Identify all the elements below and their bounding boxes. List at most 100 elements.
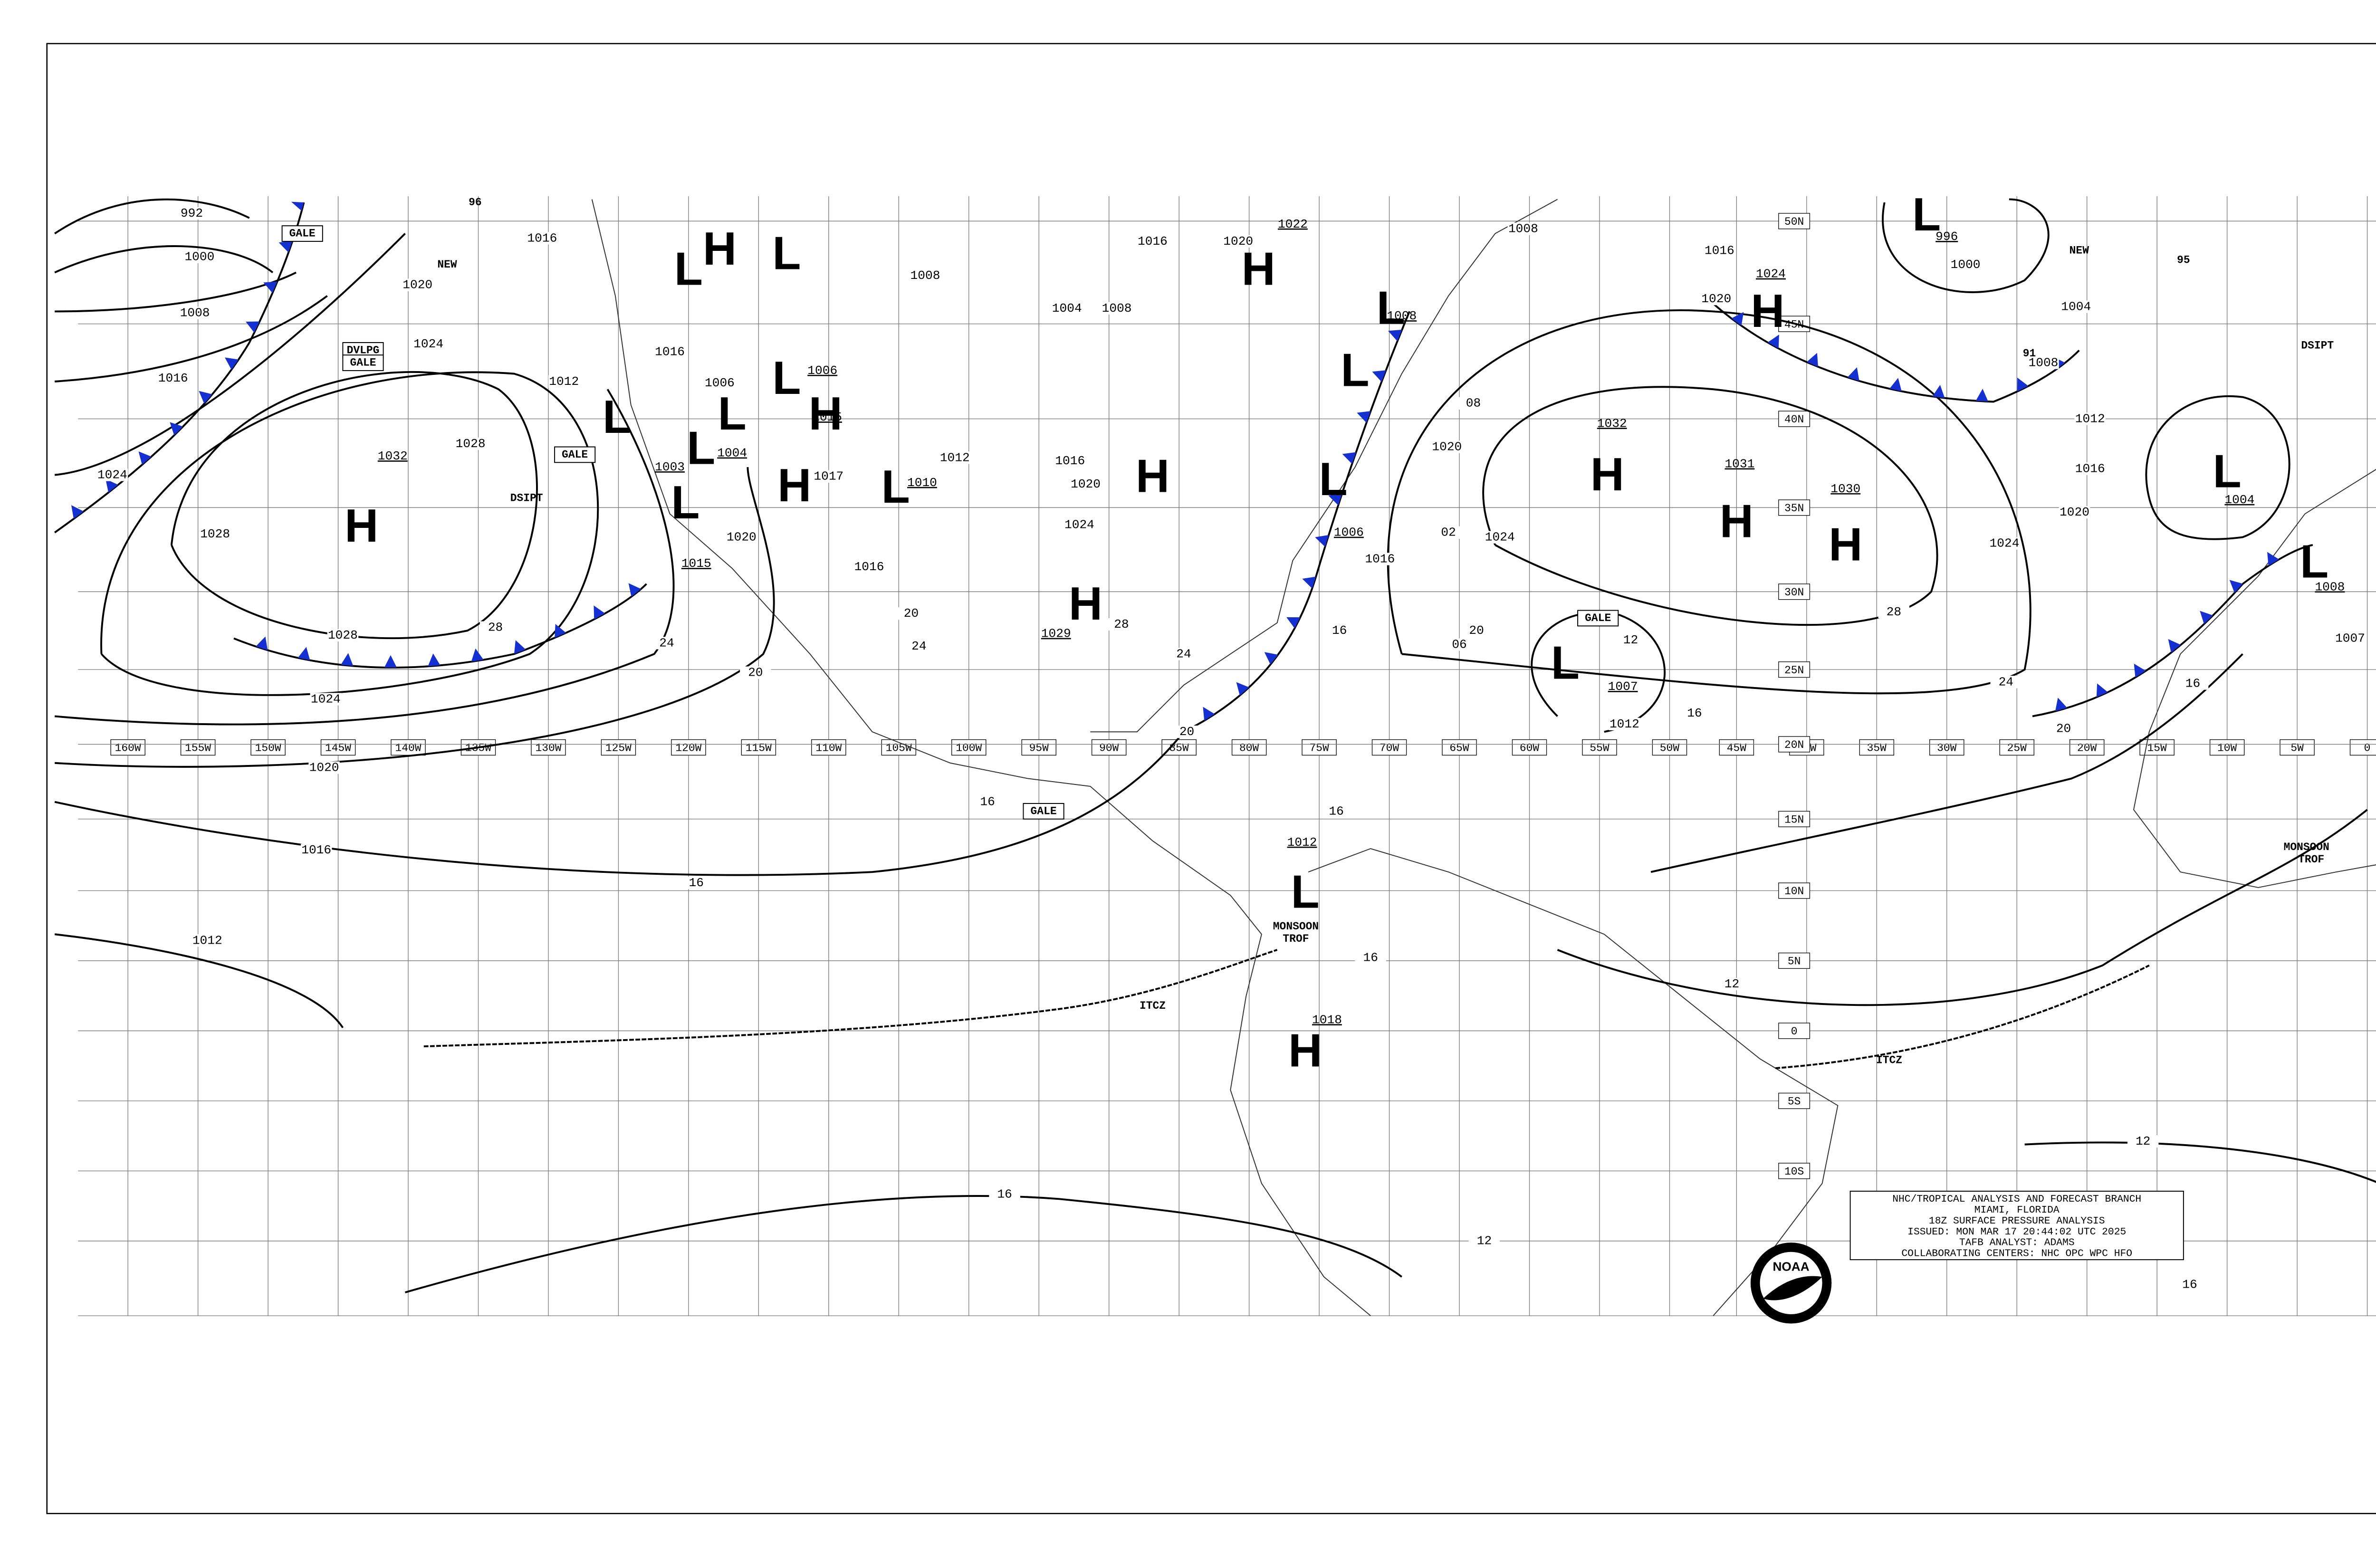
pressure-center-value: 1015 [812,410,842,424]
lon-label-box [1582,739,1617,756]
front-symbol [471,648,484,662]
lon-label-box [250,739,286,756]
isobar-label-bg [199,527,231,541]
pressure-center-value: 1010 [907,476,937,490]
isobar-label: 1016 [1138,234,1168,249]
itcz [423,949,1278,1048]
fronts [54,201,2313,1070]
front-symbol [263,281,278,293]
lon-label-box [1999,739,2034,756]
lat-label: 15N [1784,813,1804,826]
isobar-label: 02 [1441,526,1456,540]
isobar-label-bg [726,531,757,544]
isobar-label: 1012 [192,933,222,947]
annotation: GALE [1031,805,1057,817]
isobar-label: 1008 [910,268,940,283]
isobar-label-bg [1137,235,1169,248]
front-symbol [225,357,239,370]
info-box-text: NHC/TROPICAL ANALYSIS AND FORECAST BRANC… [1892,1194,2141,1260]
isobar-label: 1004 [2061,300,2091,314]
lat-label-box [1778,736,1811,753]
isobar-label: 1020 [1432,440,1462,454]
annotation: TROF [2298,853,2324,866]
isobar-label-bg [308,761,340,774]
lon-label-box [1021,739,1056,756]
lon-label: 45W [1727,742,1747,755]
lon-label-box [2280,739,2315,756]
isobar-label: 12 [1477,1234,1492,1248]
lon-label: 10W [2217,742,2237,755]
lon-label-box [951,739,987,756]
annotation: NEW [437,258,457,271]
isobar-label-bg [1457,397,1489,410]
lon-label-box [531,739,566,756]
isobar-label-bg [2127,1135,2159,1148]
isobar-label: 1024 [413,337,443,351]
gale-box [342,354,384,371]
isobar-label-bg [1484,531,1516,544]
isobar-label-bg [455,437,486,450]
lon-label: 120W [675,742,701,755]
lat-label: 30N [1784,586,1804,599]
lon-label: 130W [535,742,561,755]
pressure-center-symbol: L [718,387,747,440]
isobar-label: 1008 [180,306,210,320]
lon-label-box [1929,739,1964,756]
isobar-label: 28 [1887,605,1901,619]
front-symbol [1203,707,1215,721]
isobar-label: 1024 [97,468,127,482]
lat-label-box [1778,1163,1811,1179]
pressure-center-value: 1003 [655,460,685,474]
lat-label-box [1778,1092,1811,1109]
isobar-label: 16 [2185,677,2200,691]
front-symbol [1388,329,1402,342]
lat-label-box [1778,499,1811,516]
front-symbol [1767,335,1779,349]
front-symbol [1328,493,1342,506]
pressure-center-symbol: H [703,222,737,275]
annotation: 96 [469,196,482,209]
lat-label-box [1778,811,1811,827]
pressure-center-value: 1006 [807,363,837,378]
isobar-label-bg [157,372,189,385]
isobar-label-bg [1054,454,1086,468]
lon-label: 60W [1520,742,1540,755]
isobar-label-bg [1507,222,1539,235]
front-symbol [628,583,642,597]
isobar-label: 1028 [200,527,230,541]
isobar-label: 1006 [705,376,735,390]
isobar-label: 20 [2056,722,2071,736]
lon-label-box [1371,739,1407,756]
lon-label: 75W [1309,742,1329,755]
isobar-label: 1012 [549,374,579,389]
isobar-label-bg [654,345,686,358]
front-symbol [1315,535,1329,547]
isobar-label-bg [910,269,941,282]
isobar-label: 1016 [854,560,884,574]
pressure-center-value: 1022 [1278,217,1308,231]
lat-label-box [1778,1023,1811,1039]
isobar-label: 12 [1725,977,1739,991]
front-symbol [1264,652,1278,665]
isobar-label-bg [1615,633,1647,646]
front-symbol [1286,617,1301,629]
isobar-label: 16 [2182,1277,2197,1291]
isobar [55,295,328,382]
front-symbol [1236,682,1249,696]
lon-label-box [1652,739,1687,756]
front-symbol [246,321,260,333]
isobar-label-bg [1431,440,1463,453]
gale-box [1577,610,1619,627]
isobar [54,198,250,235]
pressure-center-symbol: H [1751,285,1784,337]
isobar-label-bg [1468,1234,1500,1247]
pressure-center-symbol: L [1319,453,1348,505]
lon-label: 70W [1380,742,1399,755]
pressure-center-value: 1006 [1334,526,1364,540]
isobar-label: 1028 [328,628,358,642]
info-line: 18Z SURFACE PRESSURE ANALYSIS [1929,1215,2105,1227]
isobar-label-bg [2174,1278,2205,1291]
front-symbol [1889,378,1902,392]
lon-label: 105W [886,742,912,755]
pressure-center-symbol: H [1136,449,1169,502]
